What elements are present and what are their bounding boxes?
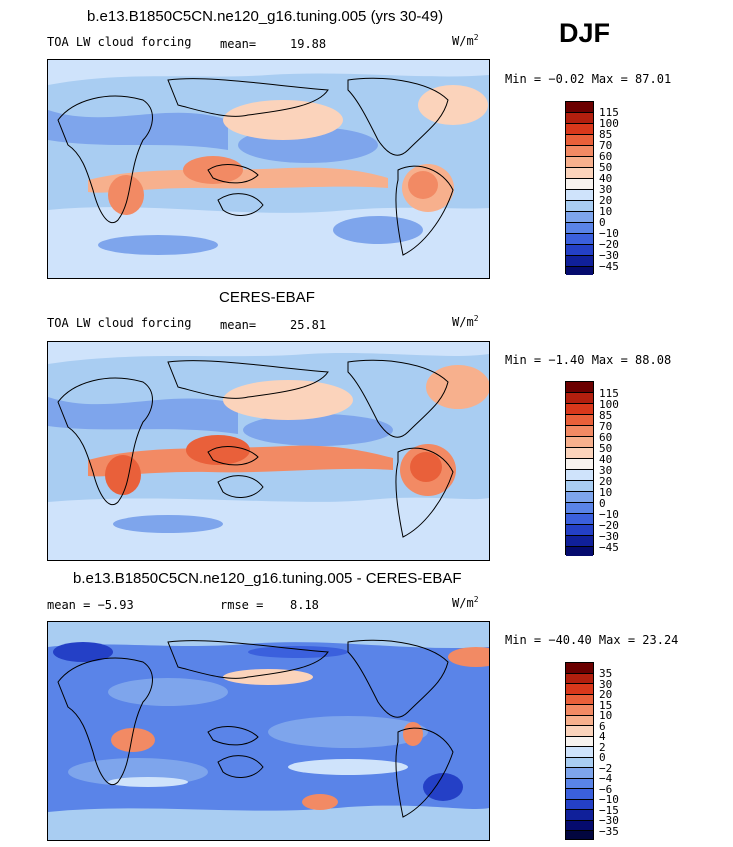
panel-1-tick: −45	[599, 260, 619, 273]
panel-1-tick: 0	[599, 216, 606, 229]
panel-3-map-field	[48, 622, 489, 840]
panel-1-variable-label: TOA LW cloud forcing	[47, 35, 192, 49]
panel-3-tick: 15	[599, 698, 613, 712]
panel-2-tick: 20	[599, 475, 613, 488]
panel-2-map-field	[48, 342, 489, 560]
panel-3-tick: −35	[599, 824, 619, 838]
panel-3-tick: −30	[599, 814, 619, 827]
panel-1-minmax: Min = −0.02 Max = 87.01	[505, 72, 672, 86]
panel-3-tick: 2	[599, 740, 606, 754]
panel-2-tick: 30	[599, 464, 613, 477]
panel-2-tick: 40	[599, 453, 613, 466]
panel-2-tick: −30	[599, 530, 619, 543]
panel-1-units: W/m2	[452, 33, 479, 48]
panel-1-tick: 70	[599, 139, 613, 152]
panel-1-colorbar	[565, 101, 594, 275]
panel-2-map	[47, 341, 490, 561]
panel-3-tick: 4	[599, 730, 606, 743]
panel-1-tick: 40	[599, 172, 613, 185]
panel-2-tick: −20	[599, 519, 619, 532]
panel-3-tick: 20	[599, 688, 613, 701]
panel-3-tick: 0	[599, 751, 606, 764]
panel-3-tick: −2	[599, 761, 613, 775]
panel-2-tick: 0	[599, 497, 606, 510]
panel-2-minmax: Min = −1.40 Max = 88.08	[505, 353, 672, 367]
panel-3-units: W/m2	[452, 595, 479, 610]
panel-1-map	[47, 59, 490, 279]
panel-2-units: W/m2	[452, 314, 479, 329]
panel-3-tick: −10	[599, 793, 619, 806]
panel-1-tick: 50	[599, 161, 613, 174]
panel-1-tick: 85	[599, 128, 613, 141]
panel-3-tick: 6	[599, 719, 606, 733]
panel-1-tick: −10	[599, 227, 619, 240]
panel-3-tick: −4	[599, 772, 613, 785]
panel-1-tick: 60	[599, 150, 613, 163]
panel-2-tick: 50	[599, 442, 613, 455]
panel-1-tick: −30	[599, 249, 619, 262]
panel-2-variable-label: TOA LW cloud forcing	[47, 316, 192, 330]
panel-2-title: CERES-EBAF	[219, 289, 315, 306]
panel-3-map	[47, 621, 490, 841]
panel-3-tick: 35	[599, 667, 613, 680]
panel-3-rmse-label: rmse =	[220, 598, 264, 612]
panel-3-tick: −6	[599, 782, 613, 796]
panel-2-tick: 100	[599, 398, 619, 411]
panel-1-mean-label: mean=	[220, 37, 257, 51]
panel-1-map-field	[48, 60, 489, 278]
panel-3-minmax: Min = −40.40 Max = 23.24	[505, 633, 679, 647]
panel-2-tick: 115	[599, 387, 619, 400]
panel-1-tick: −20	[599, 238, 619, 251]
panel-1-tick: 20	[599, 194, 613, 207]
panel-2-tick: 70	[599, 420, 613, 433]
season-label: DJF	[559, 18, 611, 48]
panel-1-tick: 115	[599, 106, 619, 119]
panel-2-tick: 85	[599, 409, 613, 422]
panel-2-mean-label: mean=	[220, 318, 257, 332]
panel-3-title: b.e13.B1850C5CN.ne120_g16.tuning.005 - C…	[73, 570, 462, 587]
panel-1-tick: 100	[599, 117, 619, 130]
panel-2-tick: −45	[599, 541, 619, 554]
panel-3-tick: −15	[599, 803, 619, 817]
panel-3-rmse-value: 8.18	[290, 598, 319, 612]
panel-2-tick: 10	[599, 486, 613, 499]
panel-2-colorbar	[565, 381, 594, 556]
panel-1-mean-value: 19.88	[290, 37, 327, 51]
panel-1-title: b.e13.B1850C5CN.ne120_g16.tuning.005 (yr…	[87, 8, 444, 25]
panel-1-tick: 30	[599, 183, 613, 196]
panel-2-mean-value: 25.81	[290, 318, 327, 332]
panel-1-tick: 10	[599, 205, 613, 218]
panel-3-mean-label: mean = −5.93	[47, 598, 134, 612]
panel-3-colorbar	[565, 662, 594, 840]
panel-2-tick: −10	[599, 508, 619, 521]
panel-3-tick: 10	[599, 709, 613, 722]
panel-2-tick: 60	[599, 431, 613, 444]
panel-3-tick: 30	[599, 677, 613, 691]
